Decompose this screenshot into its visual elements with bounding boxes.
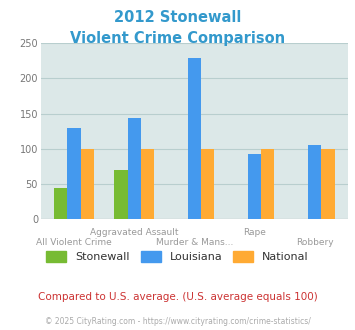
Bar bbox=[114, 170, 127, 219]
Bar bbox=[308, 145, 321, 219]
Bar bbox=[248, 154, 261, 219]
Bar bbox=[261, 149, 274, 219]
Text: © 2025 CityRating.com - https://www.cityrating.com/crime-statistics/: © 2025 CityRating.com - https://www.city… bbox=[45, 317, 310, 326]
Bar bbox=[67, 128, 81, 219]
Text: All Violent Crime: All Violent Crime bbox=[36, 238, 112, 247]
Text: 2012 Stonewall: 2012 Stonewall bbox=[114, 10, 241, 25]
Text: Aggravated Assault: Aggravated Assault bbox=[90, 228, 179, 237]
Text: Robbery: Robbery bbox=[296, 238, 334, 247]
Bar bbox=[201, 149, 214, 219]
Text: Rape: Rape bbox=[243, 228, 266, 237]
Bar bbox=[81, 149, 94, 219]
Text: Compared to U.S. average. (U.S. average equals 100): Compared to U.S. average. (U.S. average … bbox=[38, 292, 317, 302]
Bar bbox=[127, 118, 141, 219]
Bar bbox=[54, 188, 67, 219]
Text: Murder & Mans...: Murder & Mans... bbox=[156, 238, 233, 247]
Bar bbox=[188, 58, 201, 219]
Bar bbox=[321, 149, 335, 219]
Bar bbox=[141, 149, 154, 219]
Text: Violent Crime Comparison: Violent Crime Comparison bbox=[70, 31, 285, 46]
Legend: Stonewall, Louisiana, National: Stonewall, Louisiana, National bbox=[42, 247, 313, 267]
